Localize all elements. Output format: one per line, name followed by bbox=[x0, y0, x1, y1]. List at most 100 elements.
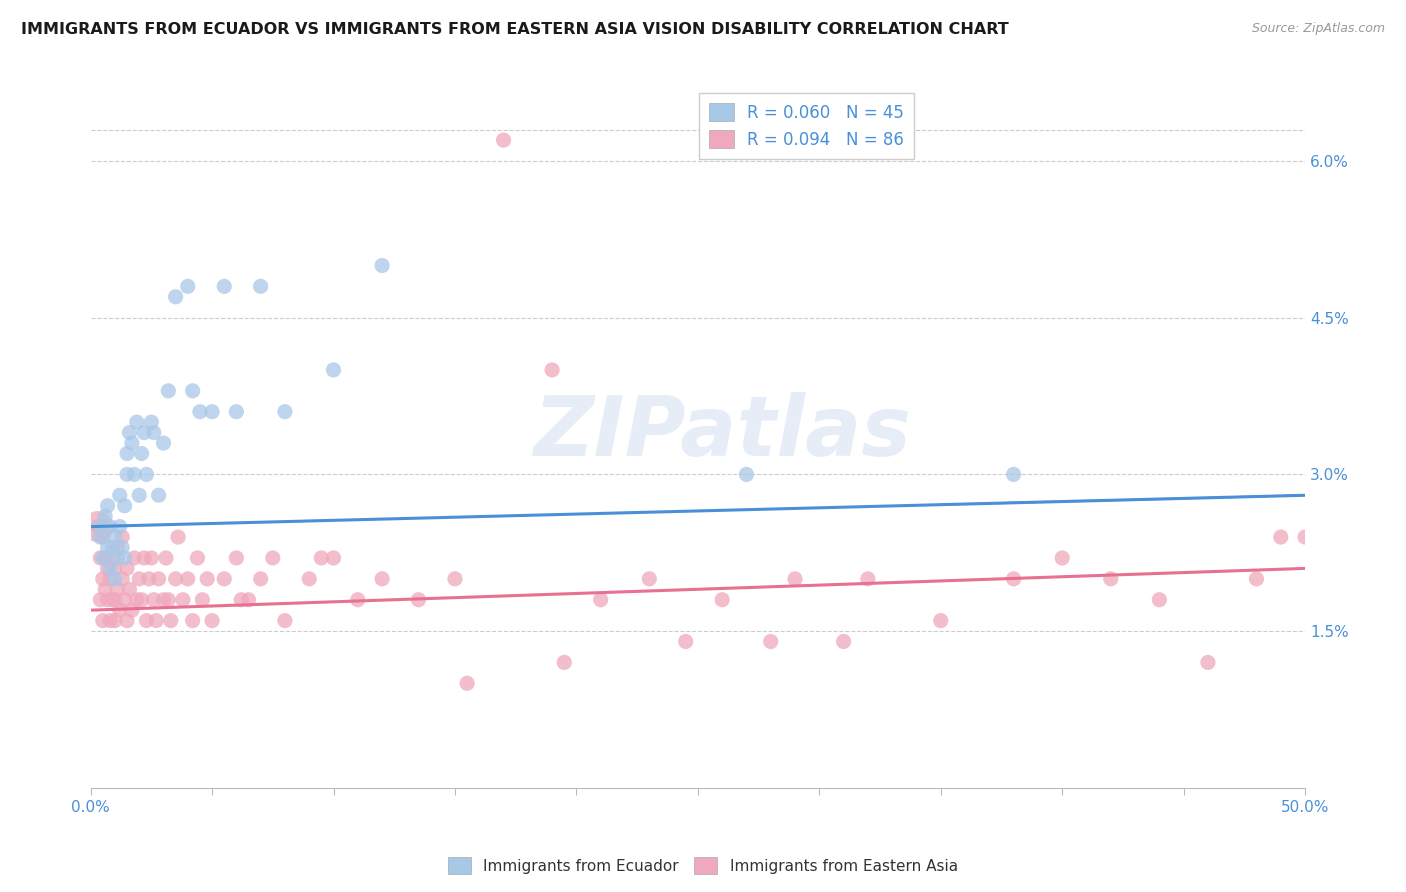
Point bbox=[735, 467, 758, 482]
Point bbox=[322, 551, 344, 566]
Point bbox=[97, 592, 120, 607]
Point bbox=[115, 614, 138, 628]
Point bbox=[152, 436, 174, 450]
Point bbox=[177, 279, 200, 293]
Point bbox=[165, 290, 187, 304]
Point bbox=[105, 551, 128, 566]
Point bbox=[138, 572, 160, 586]
Point bbox=[98, 614, 121, 628]
Point bbox=[135, 614, 157, 628]
Point bbox=[124, 467, 146, 482]
Point bbox=[346, 592, 368, 607]
Point bbox=[492, 133, 515, 147]
Point bbox=[142, 592, 165, 607]
Point bbox=[94, 582, 117, 597]
Point bbox=[311, 551, 333, 566]
Point bbox=[225, 551, 247, 566]
Point bbox=[91, 551, 114, 566]
Point bbox=[89, 551, 111, 566]
Point bbox=[101, 541, 124, 555]
Legend: Immigrants from Ecuador, Immigrants from Eastern Asia: Immigrants from Ecuador, Immigrants from… bbox=[443, 851, 963, 880]
Point bbox=[105, 582, 128, 597]
Point bbox=[141, 415, 163, 429]
Point bbox=[181, 614, 204, 628]
Point bbox=[456, 676, 478, 690]
Point bbox=[856, 572, 879, 586]
Point bbox=[128, 488, 150, 502]
Point bbox=[159, 614, 181, 628]
Point bbox=[165, 572, 187, 586]
Point bbox=[1099, 572, 1122, 586]
Point bbox=[148, 488, 170, 502]
Point bbox=[91, 572, 114, 586]
Point bbox=[186, 551, 208, 566]
Point bbox=[759, 634, 782, 648]
Text: IMMIGRANTS FROM ECUADOR VS IMMIGRANTS FROM EASTERN ASIA VISION DISABILITY CORREL: IMMIGRANTS FROM ECUADOR VS IMMIGRANTS FR… bbox=[21, 22, 1010, 37]
Point bbox=[131, 592, 153, 607]
Point bbox=[115, 467, 138, 482]
Y-axis label: Vision Disability: Vision Disability bbox=[0, 372, 7, 493]
Point bbox=[262, 551, 284, 566]
Point bbox=[231, 592, 253, 607]
Point bbox=[1149, 592, 1171, 607]
Point bbox=[188, 405, 211, 419]
Point bbox=[249, 279, 271, 293]
Point bbox=[89, 592, 111, 607]
Point bbox=[118, 425, 141, 440]
Point bbox=[1002, 572, 1025, 586]
Point bbox=[87, 519, 110, 533]
Point bbox=[108, 519, 131, 533]
Point bbox=[115, 561, 138, 575]
Point bbox=[167, 530, 190, 544]
Point bbox=[131, 446, 153, 460]
Point bbox=[675, 634, 697, 648]
Text: Source: ZipAtlas.com: Source: ZipAtlas.com bbox=[1251, 22, 1385, 36]
Point bbox=[98, 572, 121, 586]
Point bbox=[89, 530, 111, 544]
Point bbox=[124, 551, 146, 566]
Point bbox=[832, 634, 855, 648]
Point bbox=[148, 572, 170, 586]
Point bbox=[111, 541, 134, 555]
Point bbox=[1002, 467, 1025, 482]
Point bbox=[408, 592, 430, 607]
Point bbox=[541, 363, 564, 377]
Point bbox=[101, 592, 124, 607]
Point bbox=[238, 592, 260, 607]
Point bbox=[589, 592, 612, 607]
Point bbox=[191, 592, 214, 607]
Point bbox=[98, 519, 121, 533]
Point bbox=[89, 519, 111, 533]
Point bbox=[94, 509, 117, 524]
Text: ZIPatlas: ZIPatlas bbox=[533, 392, 911, 473]
Point bbox=[108, 488, 131, 502]
Point bbox=[157, 592, 180, 607]
Point bbox=[97, 541, 120, 555]
Point bbox=[91, 614, 114, 628]
Point bbox=[98, 561, 121, 575]
Point bbox=[97, 561, 120, 575]
Point bbox=[104, 572, 127, 586]
Point bbox=[87, 519, 110, 533]
Point bbox=[195, 572, 218, 586]
Point bbox=[152, 592, 174, 607]
Point bbox=[142, 425, 165, 440]
Point bbox=[145, 614, 167, 628]
Legend: R = 0.060   N = 45, R = 0.094   N = 86: R = 0.060 N = 45, R = 0.094 N = 86 bbox=[699, 93, 914, 159]
Point bbox=[249, 572, 271, 586]
Point bbox=[225, 405, 247, 419]
Point bbox=[94, 551, 117, 566]
Point bbox=[1197, 656, 1219, 670]
Point bbox=[104, 561, 127, 575]
Point bbox=[121, 436, 143, 450]
Point bbox=[553, 656, 575, 670]
Point bbox=[172, 592, 194, 607]
Point bbox=[274, 614, 297, 628]
Point bbox=[371, 259, 394, 273]
Point bbox=[125, 592, 148, 607]
Point bbox=[108, 603, 131, 617]
Point bbox=[114, 592, 136, 607]
Point bbox=[1270, 530, 1292, 544]
Point bbox=[111, 530, 134, 544]
Point bbox=[783, 572, 806, 586]
